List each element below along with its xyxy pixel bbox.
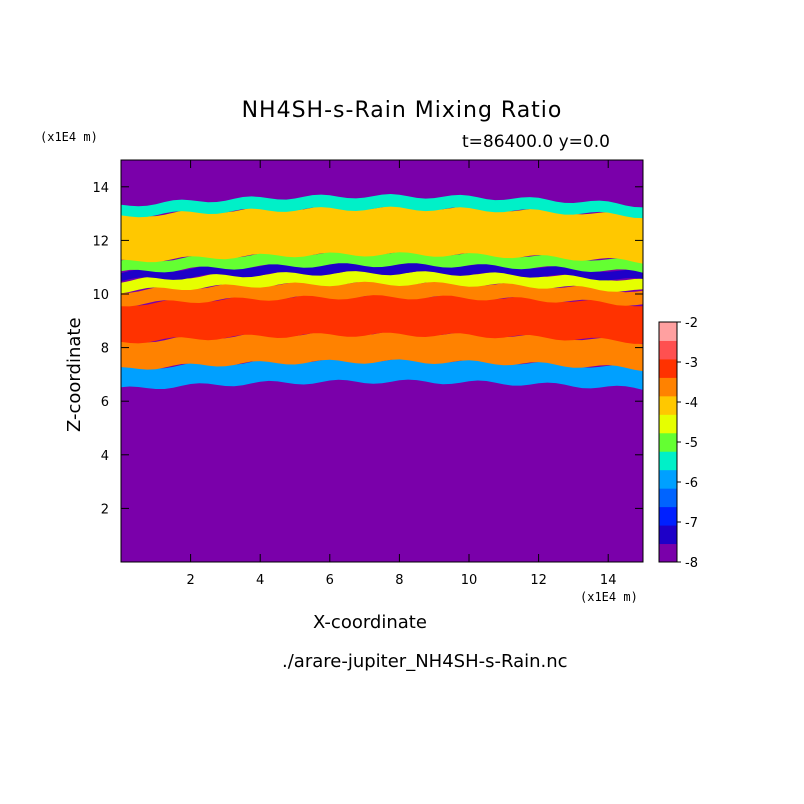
colorbar-swatch: [659, 377, 677, 397]
colorbar-swatch: [659, 506, 677, 526]
y-axis-unit: (x1E4 m): [40, 130, 98, 144]
colorbar-swatch: [659, 432, 677, 452]
chart-subtitle: t=86400.0 y=0.0: [462, 132, 610, 152]
y-tick-label: 14: [92, 181, 109, 196]
colorbar-swatch: [659, 340, 677, 360]
y-tick-label: 4: [101, 449, 109, 464]
y-tick-label: 10: [92, 288, 109, 303]
x-tick-label: 2: [186, 573, 194, 588]
colorbar-swatch: [659, 322, 677, 341]
contour-band: [121, 204, 643, 264]
x-axis-unit: (x1E4 m): [580, 590, 638, 604]
x-tick-label: 8: [395, 573, 403, 588]
colorbar-swatch: [659, 469, 677, 489]
contour-band: [121, 330, 643, 372]
x-axis-label: X-coordinate: [313, 612, 427, 633]
colorbar-tick-label: -4: [685, 396, 698, 411]
y-tick-label: 8: [101, 342, 109, 357]
colorbar-swatch: [659, 414, 677, 434]
y-tick-label: 2: [101, 502, 109, 517]
contour-band: [121, 269, 643, 294]
colorbar-swatch: [659, 543, 677, 563]
contour-band: [121, 293, 643, 344]
x-tick-label: 14: [600, 573, 617, 588]
colorbar-swatch: [659, 358, 677, 378]
y-tick-label: 6: [101, 395, 109, 410]
colorbar-swatch: [659, 525, 677, 545]
colorbar-tick-label: -3: [685, 356, 698, 371]
contour-band: [121, 250, 643, 273]
y-tick-label: 12: [92, 234, 109, 249]
x-tick-label: 4: [256, 573, 264, 588]
contour-band: [121, 357, 643, 390]
colorbar-swatch: [659, 488, 677, 508]
colorbar-swatch: [659, 395, 677, 415]
x-tick-label: 6: [326, 573, 334, 588]
plot-frame: [120, 159, 644, 563]
colorbar-tick-label: -8: [685, 556, 698, 571]
colorbar-tick-label: -5: [685, 436, 698, 451]
x-tick-label: 12: [530, 573, 547, 588]
colorbar-tick-label: -7: [685, 516, 698, 531]
contour-band: [121, 194, 643, 219]
source-filename: ./arare-jupiter_NH4SH-s-Rain.nc: [282, 651, 568, 672]
colorbar-tick-label: -6: [685, 476, 698, 491]
colorbar-tick-label: -2: [685, 316, 698, 331]
chart-title: NH4SH-s-Rain Mixing Ratio: [241, 98, 563, 123]
x-tick-label: 10: [461, 573, 478, 588]
colorbar-swatch: [659, 451, 677, 471]
